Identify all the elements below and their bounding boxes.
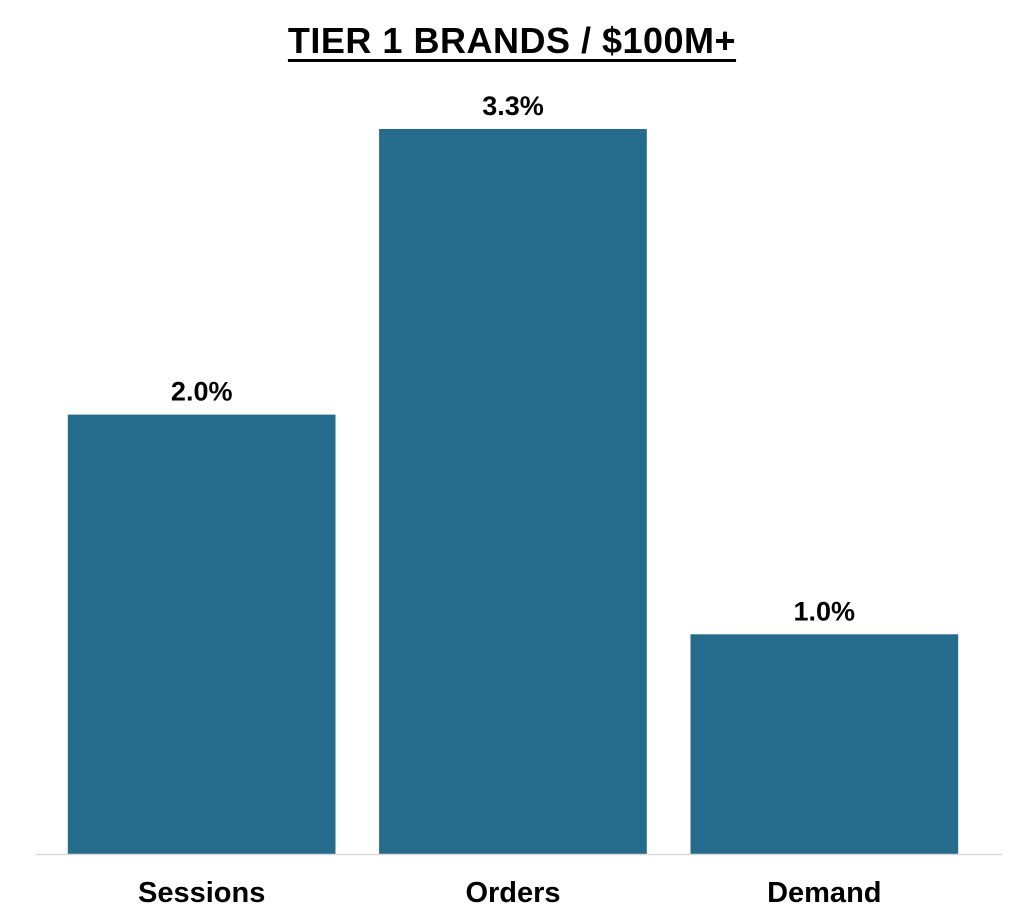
bar-demand [690,634,959,854]
bars-layer [67,129,959,854]
data-label-sessions: 2.0% [171,377,233,407]
data-labels-layer: 2.0% 3.3% 1.0% [171,91,855,626]
x-tick-labels-layer: Sessions Orders Demand [138,877,881,909]
bar-orders [379,129,647,854]
chart-title: TIER 1 BRANDS / $100M+ [287,20,737,61]
x-tick-label-sessions: Sessions [138,877,265,909]
data-label-demand: 1.0% [794,596,856,626]
bar-sessions [67,414,336,854]
data-label-orders: 3.3% [482,91,544,121]
x-tick-label-demand: Demand [767,877,881,909]
x-tick-label-orders: Orders [465,877,560,909]
